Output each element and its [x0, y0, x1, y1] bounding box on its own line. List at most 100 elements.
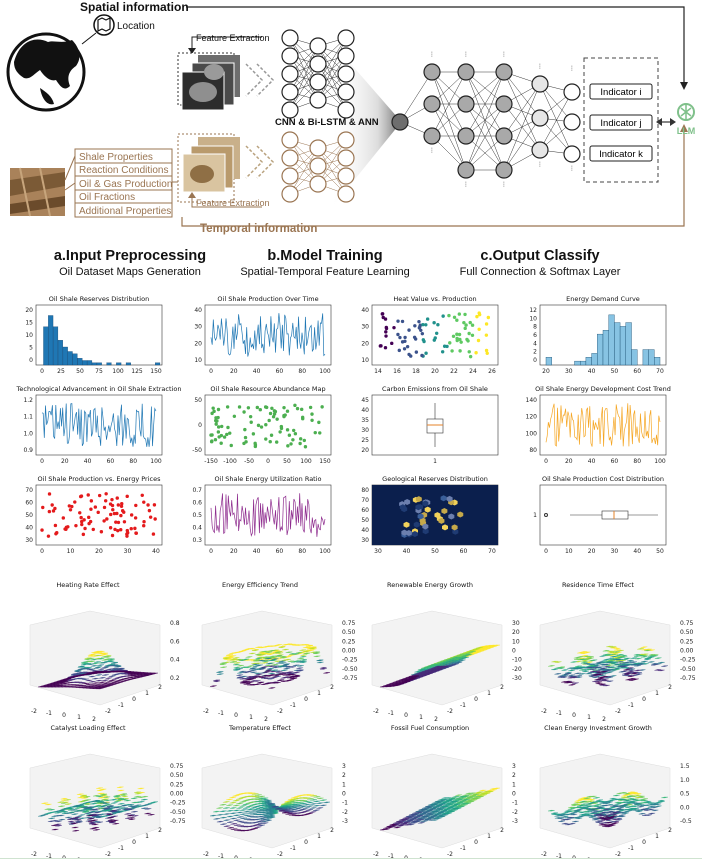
scatter-point [420, 353, 424, 358]
surface-facet [272, 666, 280, 669]
surface-facet [564, 811, 572, 813]
surface-facet [85, 816, 92, 819]
surface-facet [102, 674, 109, 676]
surface-facet [617, 807, 625, 809]
x-tick-label: 80 [633, 458, 641, 465]
surface-facet [81, 661, 88, 663]
z-tick-label: 0.75 [342, 620, 356, 627]
surface-facet [121, 807, 128, 809]
surface-facet [605, 822, 612, 824]
surface-facet [229, 659, 237, 661]
surface-facet [144, 812, 152, 815]
x-tick-label: 20 [588, 548, 596, 555]
surface-facet [83, 796, 91, 798]
surface-facet [598, 824, 606, 826]
surface-facet [437, 812, 444, 814]
surface-facet [74, 670, 82, 673]
chart-title: Oil Shale Production vs. Energy Prices [38, 475, 162, 483]
surface-facet [587, 656, 594, 658]
y-tick-label: 0 [474, 696, 478, 703]
surface-facet [590, 801, 597, 804]
surface-facet [232, 657, 240, 659]
surface-facet [638, 802, 646, 804]
surface-facet [600, 811, 607, 814]
z-tick-label: 1 [512, 781, 516, 788]
scatter-point [249, 420, 253, 424]
surface-facet [605, 825, 613, 828]
y-tick-label: 0.5 [192, 512, 202, 519]
y-tick-label: 50 [194, 397, 202, 404]
network-edge [317, 37, 347, 83]
bar [585, 357, 592, 366]
x-tick-label: 0 [209, 548, 213, 555]
surface-facet [84, 812, 92, 815]
y-tick-label: 10 [529, 315, 537, 322]
surface-facet [258, 668, 266, 670]
bar [125, 362, 131, 366]
hex-cell [441, 524, 448, 531]
surface-facet [462, 653, 470, 655]
z-tick-label: -0.75 [680, 675, 696, 682]
scatter-point [116, 520, 121, 525]
surface-facet [97, 669, 104, 671]
surface-facet [91, 651, 99, 654]
surface-facet [108, 820, 116, 823]
surface-facet [596, 806, 604, 809]
surface-facet [115, 677, 123, 679]
surface-facet [654, 669, 662, 671]
surface-facet [602, 825, 609, 827]
surface-facet [462, 656, 470, 659]
surface-facet [110, 802, 118, 804]
scatter-point [384, 334, 388, 338]
surface-facet [235, 793, 243, 796]
surface-facet [611, 818, 619, 821]
surface-facet [638, 813, 646, 815]
surface-facet [216, 671, 224, 673]
surface-facet [303, 804, 311, 806]
surface-facet [583, 804, 591, 806]
surface-facet [250, 816, 258, 818]
surface-facet [213, 818, 221, 820]
surface-facet [310, 799, 317, 801]
surface-facet [220, 666, 228, 668]
surface-facet [264, 815, 272, 817]
surface-facet [79, 685, 86, 687]
surface-facet [614, 663, 622, 665]
surface-facet [229, 652, 237, 654]
ellipsis-mark: ⋮ [501, 181, 507, 188]
surface-facet [275, 671, 283, 673]
surface-facet [278, 810, 286, 812]
surface-facet [247, 665, 255, 667]
network-edge [399, 71, 433, 123]
surface-facet [130, 806, 138, 808]
scatter-point [455, 332, 459, 336]
z-tick-label: 2 [342, 772, 346, 779]
x-tick-label: 16 [393, 368, 401, 375]
y-tick-label: -2 [105, 708, 111, 715]
surface-facet [232, 663, 240, 666]
surface-facet [421, 670, 429, 672]
scatter-point [317, 420, 321, 425]
surface-facet [650, 664, 658, 666]
surface-facet [222, 657, 230, 659]
surface-facet [625, 806, 632, 808]
surface-facet [67, 820, 75, 823]
surface-facet [60, 798, 68, 800]
surface-facet [580, 652, 588, 654]
surface-facet [256, 654, 264, 657]
surface-facet [78, 682, 86, 684]
surface-facet [403, 821, 411, 824]
surface-facet [596, 799, 604, 801]
surface-facet [243, 811, 251, 813]
surface-facet [568, 684, 576, 686]
scatter-point [424, 323, 428, 327]
surface-facet [74, 819, 82, 821]
surface-facet [609, 797, 617, 800]
y-tick-label: 1 [145, 833, 149, 840]
network-node [337, 185, 355, 203]
x-tick-label: 2 [602, 716, 606, 723]
surface-facet [583, 662, 591, 665]
network-edge [317, 139, 347, 185]
surface-facet [108, 679, 116, 681]
